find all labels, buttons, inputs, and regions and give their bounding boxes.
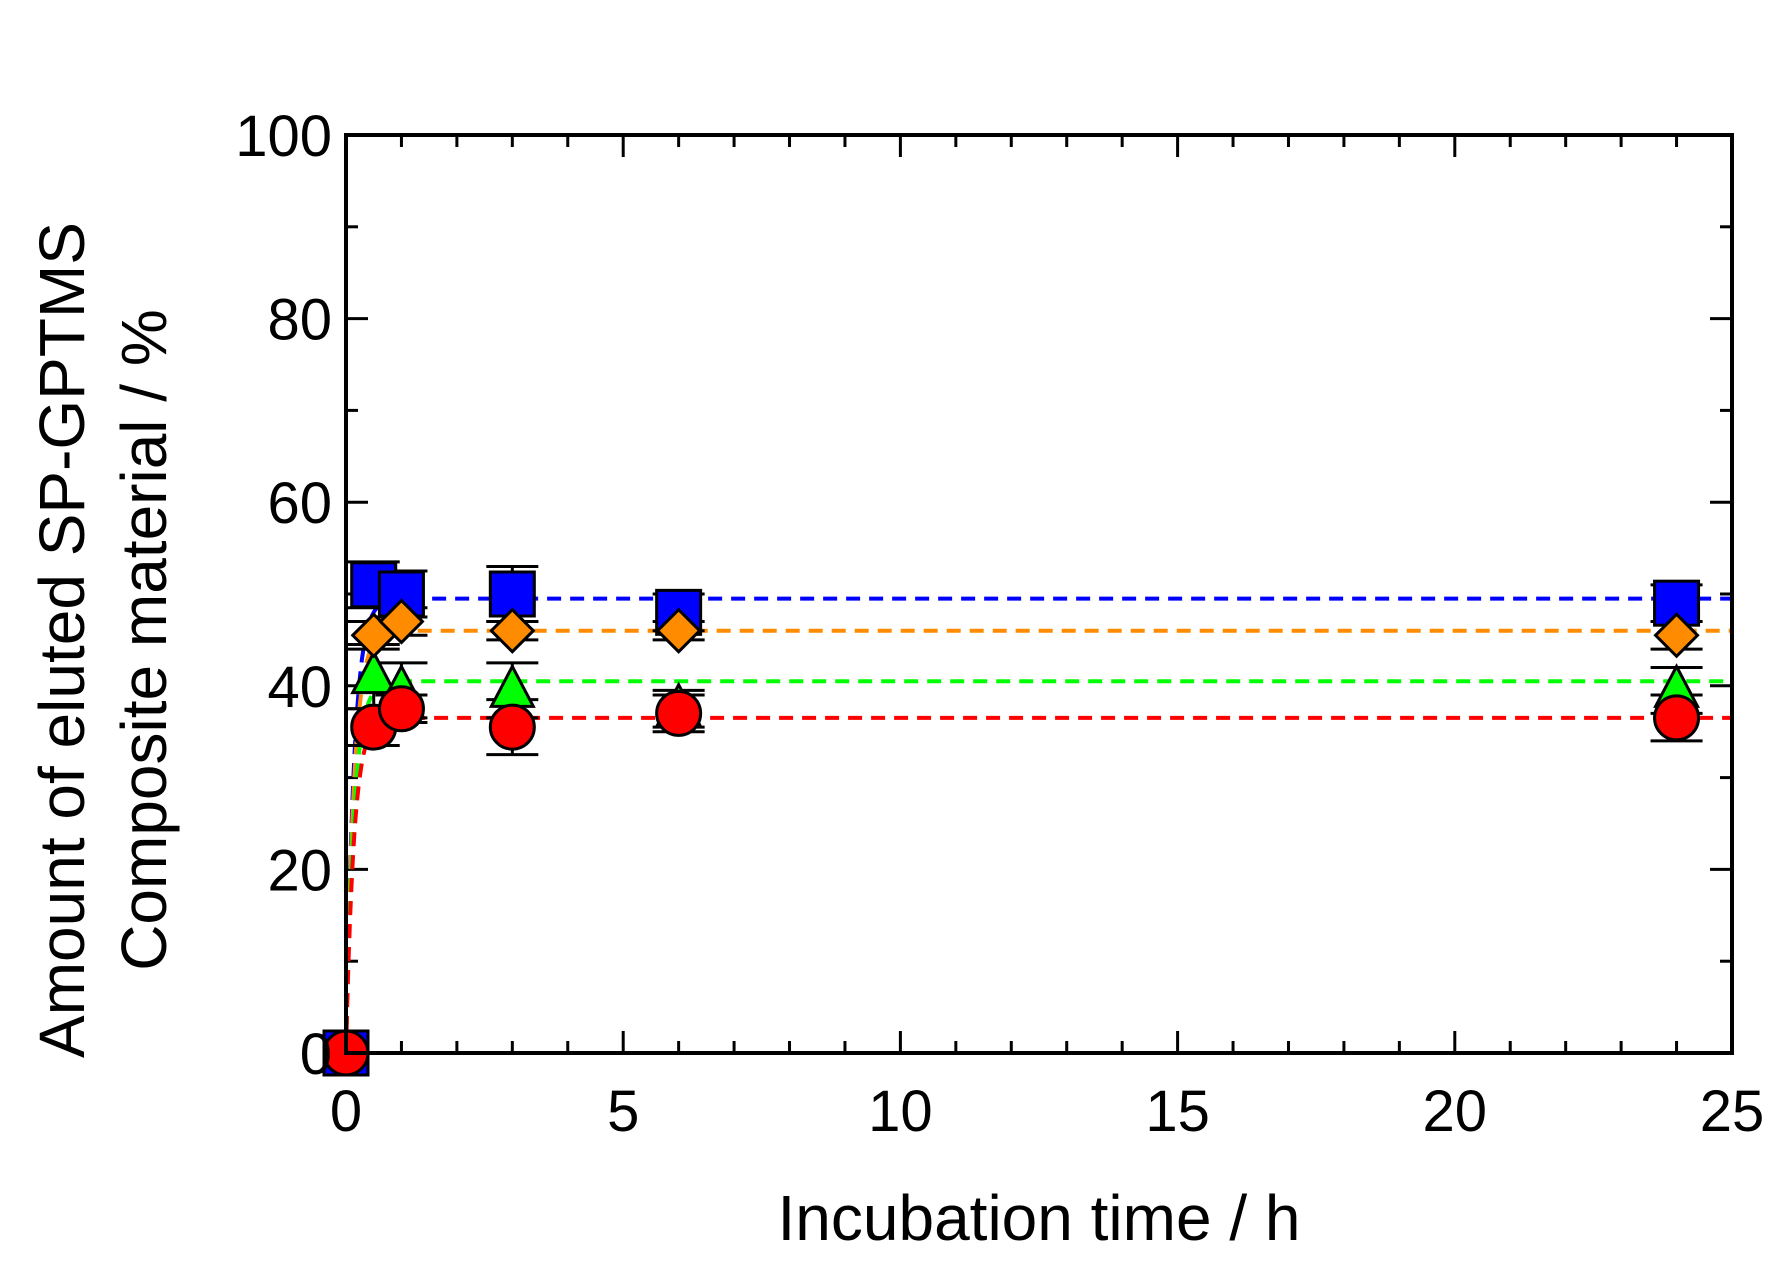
blue-square-point bbox=[1653, 579, 1701, 627]
red-circle-point bbox=[488, 703, 536, 751]
y-tick-label: 60 bbox=[267, 471, 332, 536]
fit-line bbox=[344, 596, 1732, 1053]
x-tick-label: 5 bbox=[607, 1079, 639, 1144]
green-triangle-point bbox=[350, 649, 398, 695]
fit-line bbox=[344, 679, 1732, 1053]
fit-line bbox=[344, 628, 1732, 1053]
y-tick-label: 40 bbox=[267, 655, 332, 720]
fit-line bbox=[344, 715, 1732, 1053]
orange-diamond-point bbox=[1653, 612, 1700, 659]
y-axis-title-line-1: Amount of eluted SP-GPTMS bbox=[26, 222, 98, 1058]
red-circle-point bbox=[1653, 694, 1701, 742]
y-axis-title: Amount of eluted SP-GPTMS Composite mate… bbox=[26, 222, 180, 1058]
green-triangle-point bbox=[488, 663, 536, 708]
orange-diamond-point bbox=[378, 598, 425, 645]
y-tick-label: 20 bbox=[267, 838, 332, 903]
orange-diamond-point bbox=[655, 607, 702, 654]
y-tick-label: 0 bbox=[300, 1022, 332, 1087]
x-tick-label: 0 bbox=[330, 1079, 362, 1144]
x-axis-title: Incubation time / h bbox=[778, 1182, 1301, 1254]
tick-labels-layer: 0 5 10 15 20 25 0 20 40 60 80 100 bbox=[235, 104, 1764, 1144]
fit-lines-layer bbox=[344, 596, 1732, 1053]
x-tick-label: 20 bbox=[1423, 1079, 1488, 1144]
ticks-layer bbox=[344, 133, 1734, 1055]
y-tick-label: 100 bbox=[235, 104, 332, 169]
y-tick-label: 80 bbox=[267, 288, 332, 353]
plot-frame bbox=[344, 133, 1734, 1055]
red-circle-point bbox=[377, 685, 425, 733]
orange-diamond-point bbox=[489, 607, 536, 654]
error-bars-layer bbox=[347, 560, 1703, 757]
red-circle-point bbox=[655, 689, 703, 737]
x-tick-label: 25 bbox=[1700, 1079, 1765, 1144]
x-tick-label: 10 bbox=[868, 1079, 933, 1144]
y-axis-title-line-2: Composite material / % bbox=[108, 309, 180, 971]
x-tick-label: 15 bbox=[1145, 1079, 1210, 1144]
